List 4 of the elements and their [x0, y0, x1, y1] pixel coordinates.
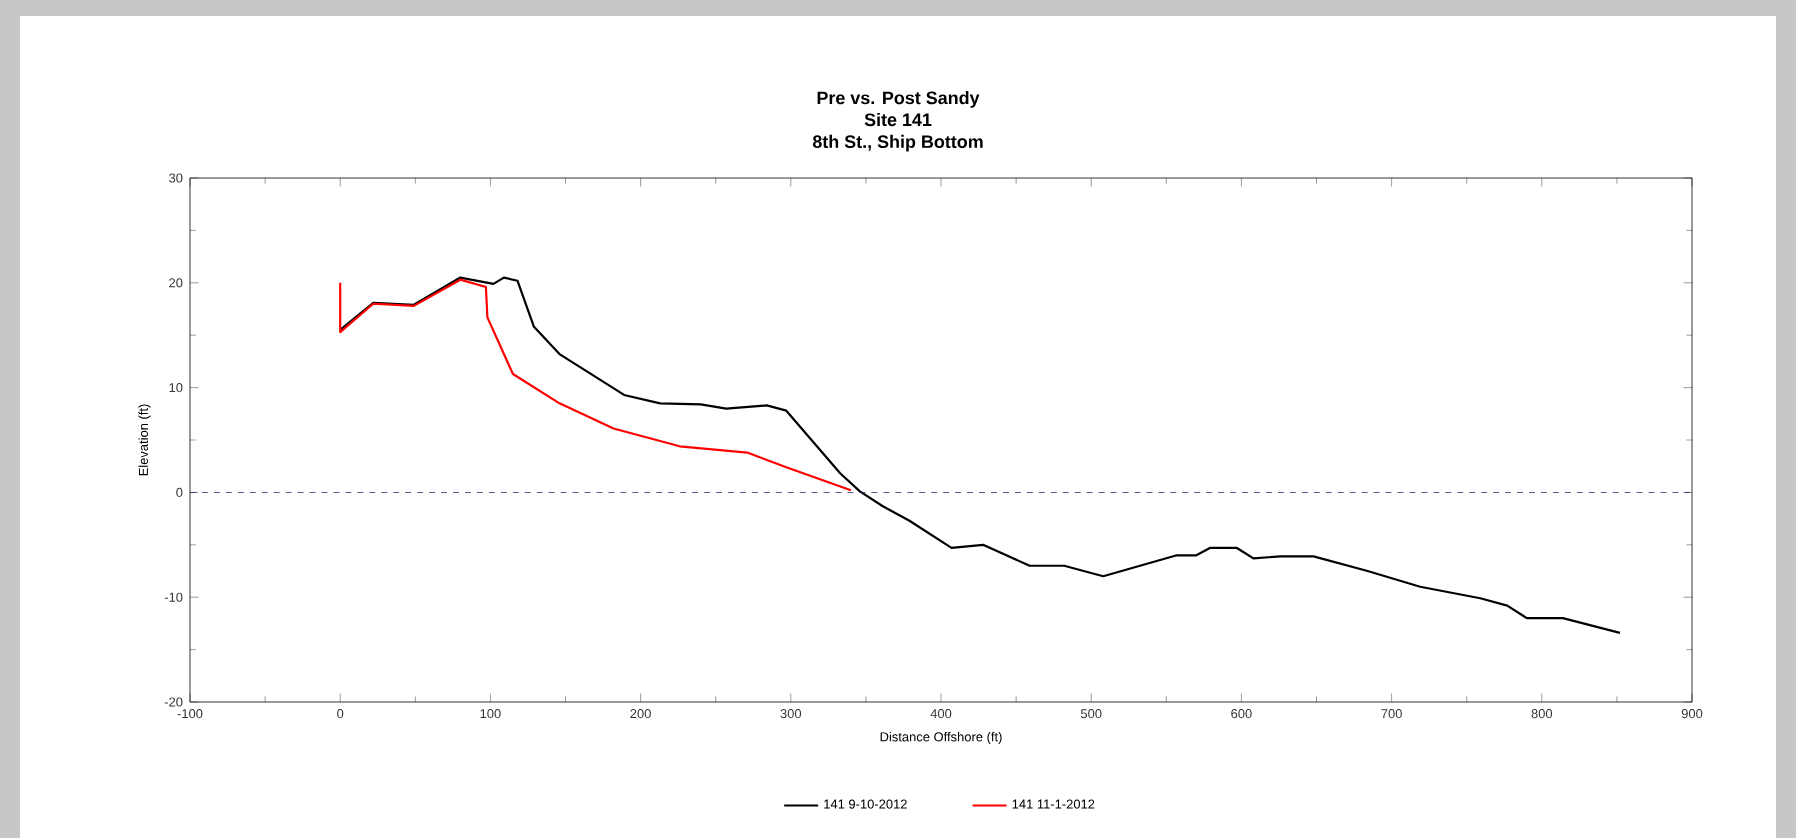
chart-title: Pre vs. Post Sandy [817, 91, 980, 108]
line-series [339, 278, 852, 492]
chart-subtitle: Site 141 8th St., Ship Bottom [812, 112, 983, 152]
line-series [339, 276, 1622, 634]
